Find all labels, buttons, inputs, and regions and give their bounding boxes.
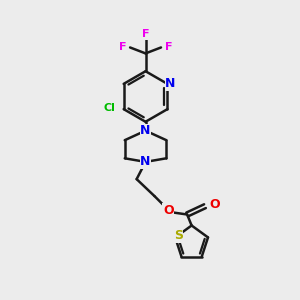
Text: Cl: Cl [103,103,115,112]
Text: O: O [163,203,174,217]
Text: N: N [140,124,151,137]
Text: F: F [165,43,172,52]
Text: F: F [142,29,149,39]
Text: N: N [165,77,176,90]
Text: F: F [119,43,127,52]
Text: O: O [209,198,220,211]
Text: S: S [174,230,183,242]
Text: N: N [140,155,151,168]
